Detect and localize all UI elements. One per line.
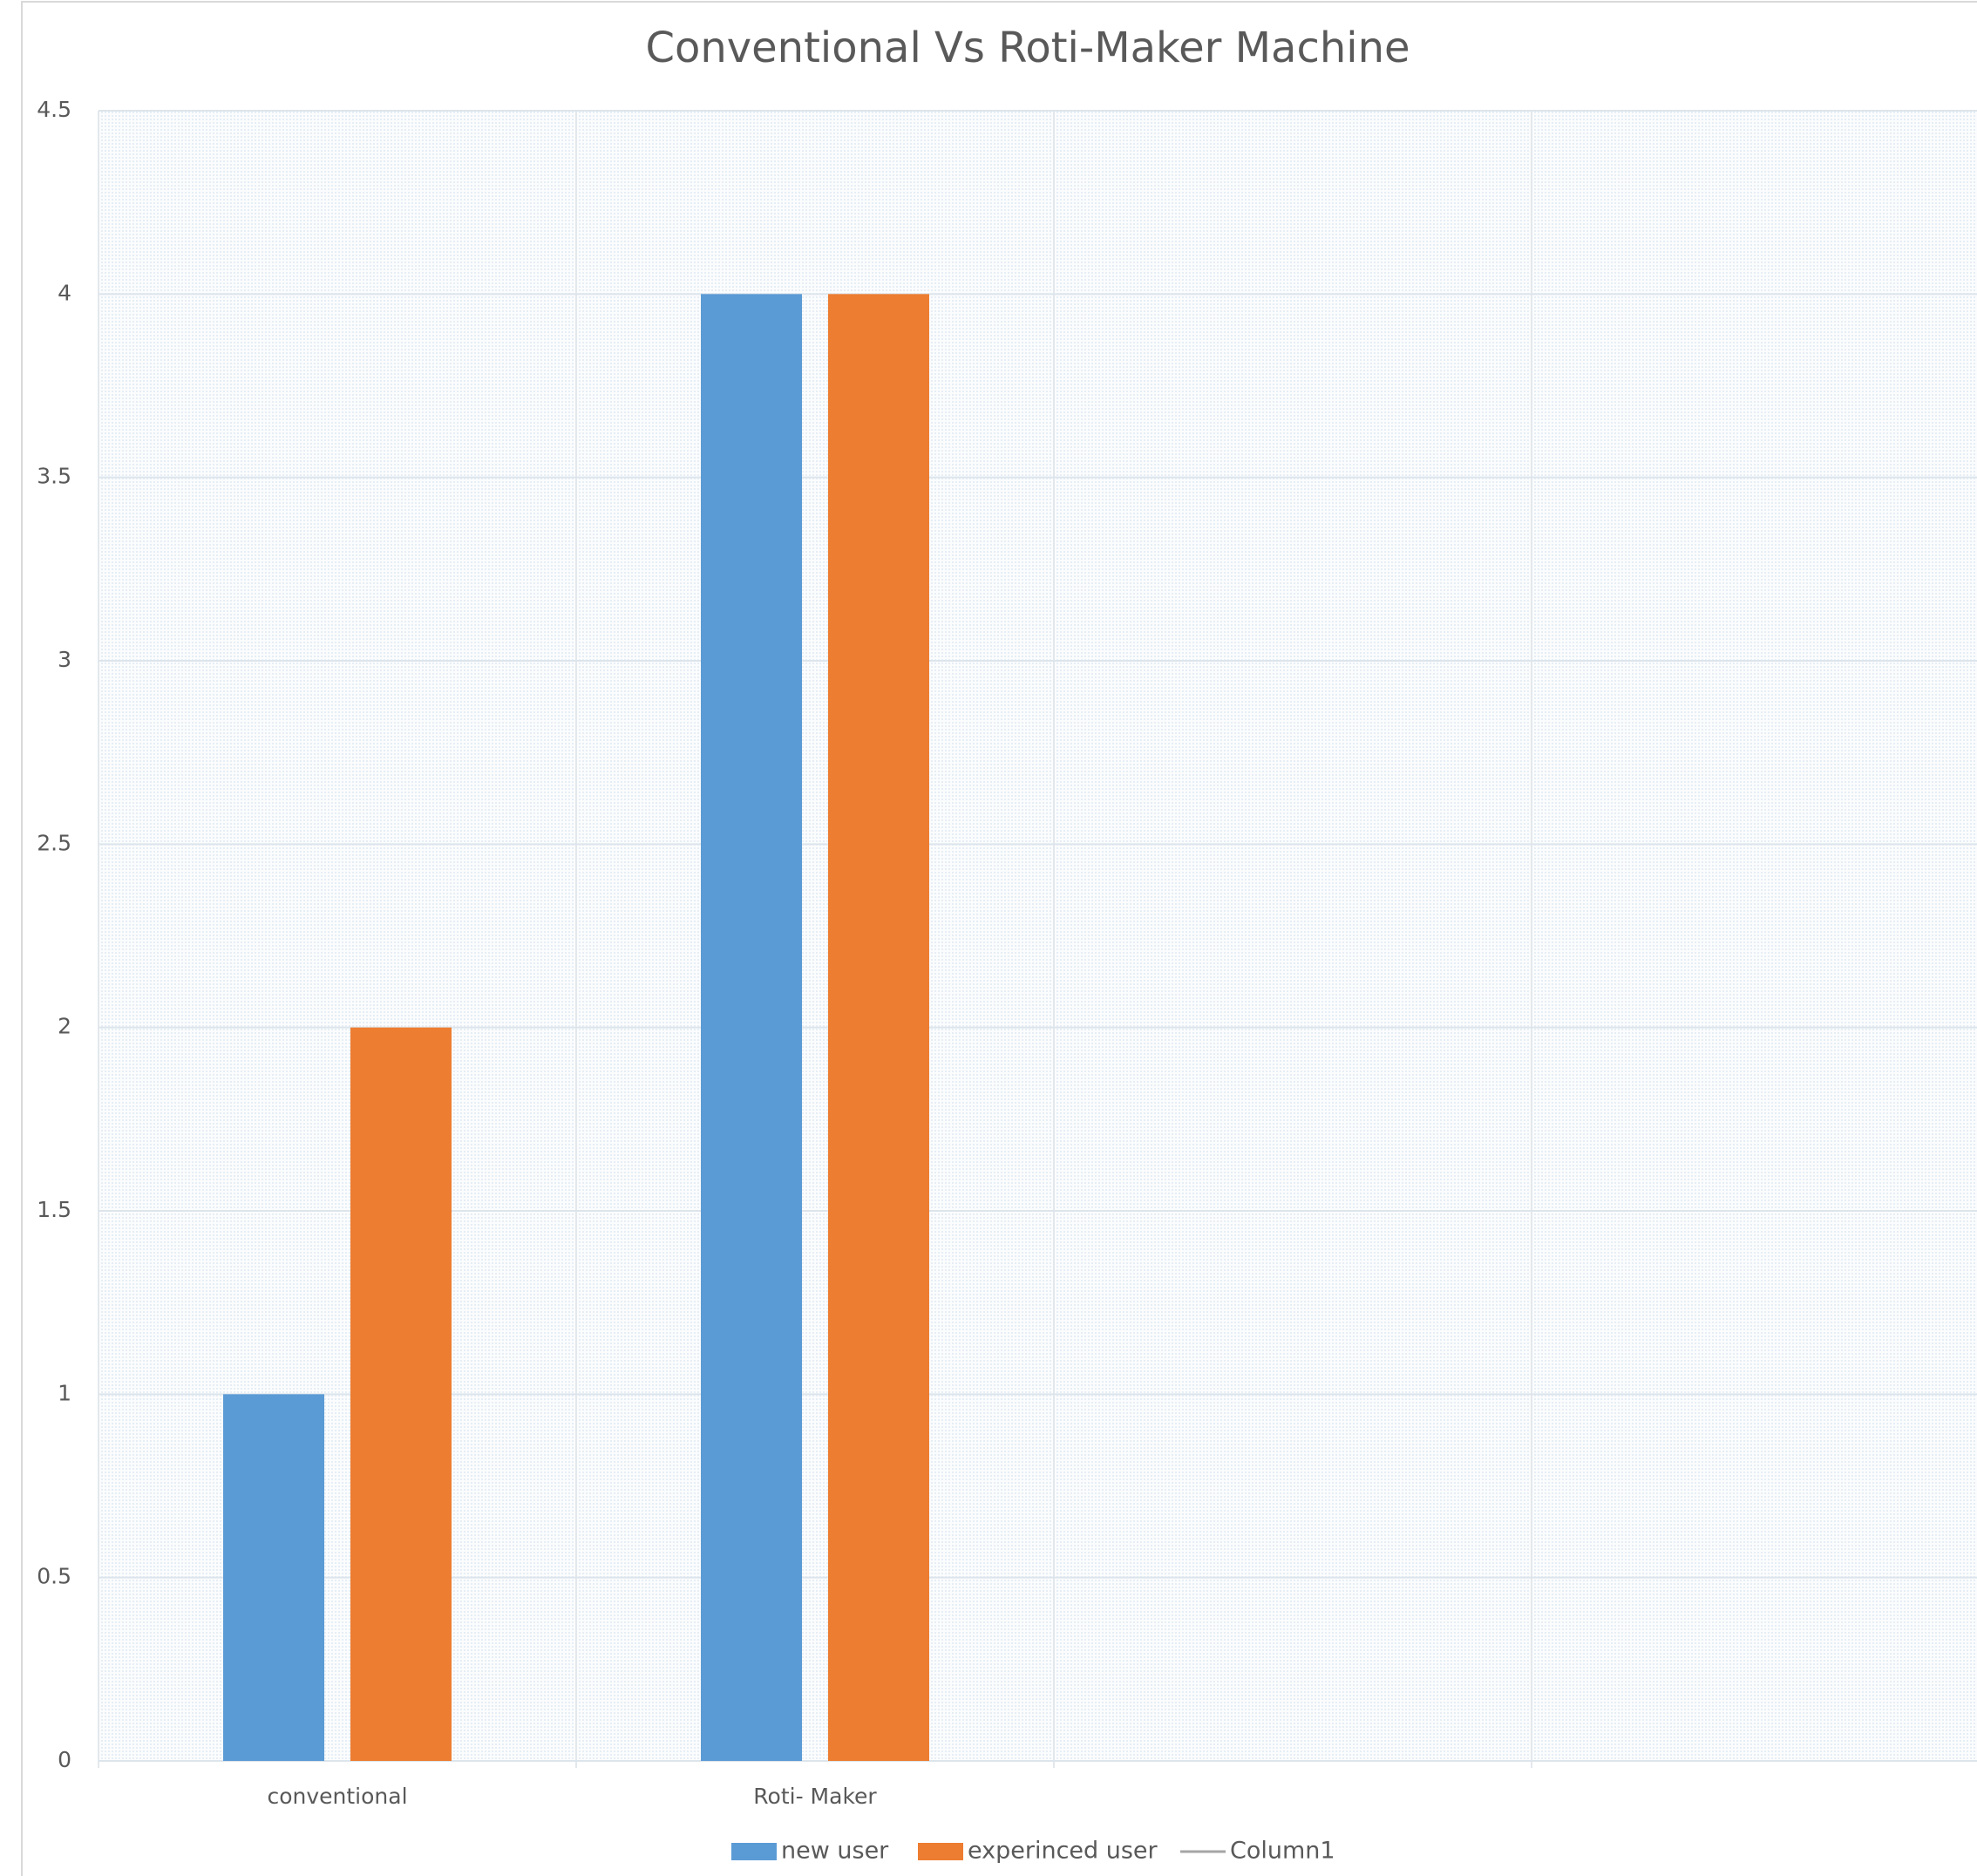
y-tick-label: 3.5 — [37, 464, 71, 489]
bar — [828, 294, 929, 1761]
legend-label: Column1 — [1230, 1838, 1335, 1865]
legend-swatch — [731, 1843, 777, 1860]
bar — [350, 1027, 452, 1761]
legend-label: experinced user — [968, 1838, 1158, 1865]
y-tick-label: 3 — [58, 647, 71, 672]
y-tick-label: 1.5 — [37, 1197, 71, 1222]
y-tick-label: 1 — [58, 1380, 71, 1405]
chart-title: Conventional Vs Roti-Maker Machine — [645, 24, 1410, 72]
y-tick-label: 0.5 — [37, 1564, 71, 1589]
y-tick-label: 2.5 — [37, 830, 71, 855]
bar — [223, 1394, 324, 1761]
y-tick-label: 2 — [58, 1014, 71, 1039]
x-tick-label: Roti- Maker — [753, 1784, 877, 1809]
y-tick-label: 4 — [58, 280, 71, 305]
legend-label: new user — [781, 1838, 889, 1865]
x-tick-label: conventional — [267, 1784, 407, 1809]
legend-swatch — [918, 1843, 963, 1860]
y-tick-label: 4.5 — [37, 97, 71, 122]
y-tick-label: 0 — [58, 1747, 71, 1772]
bar — [701, 294, 802, 1761]
